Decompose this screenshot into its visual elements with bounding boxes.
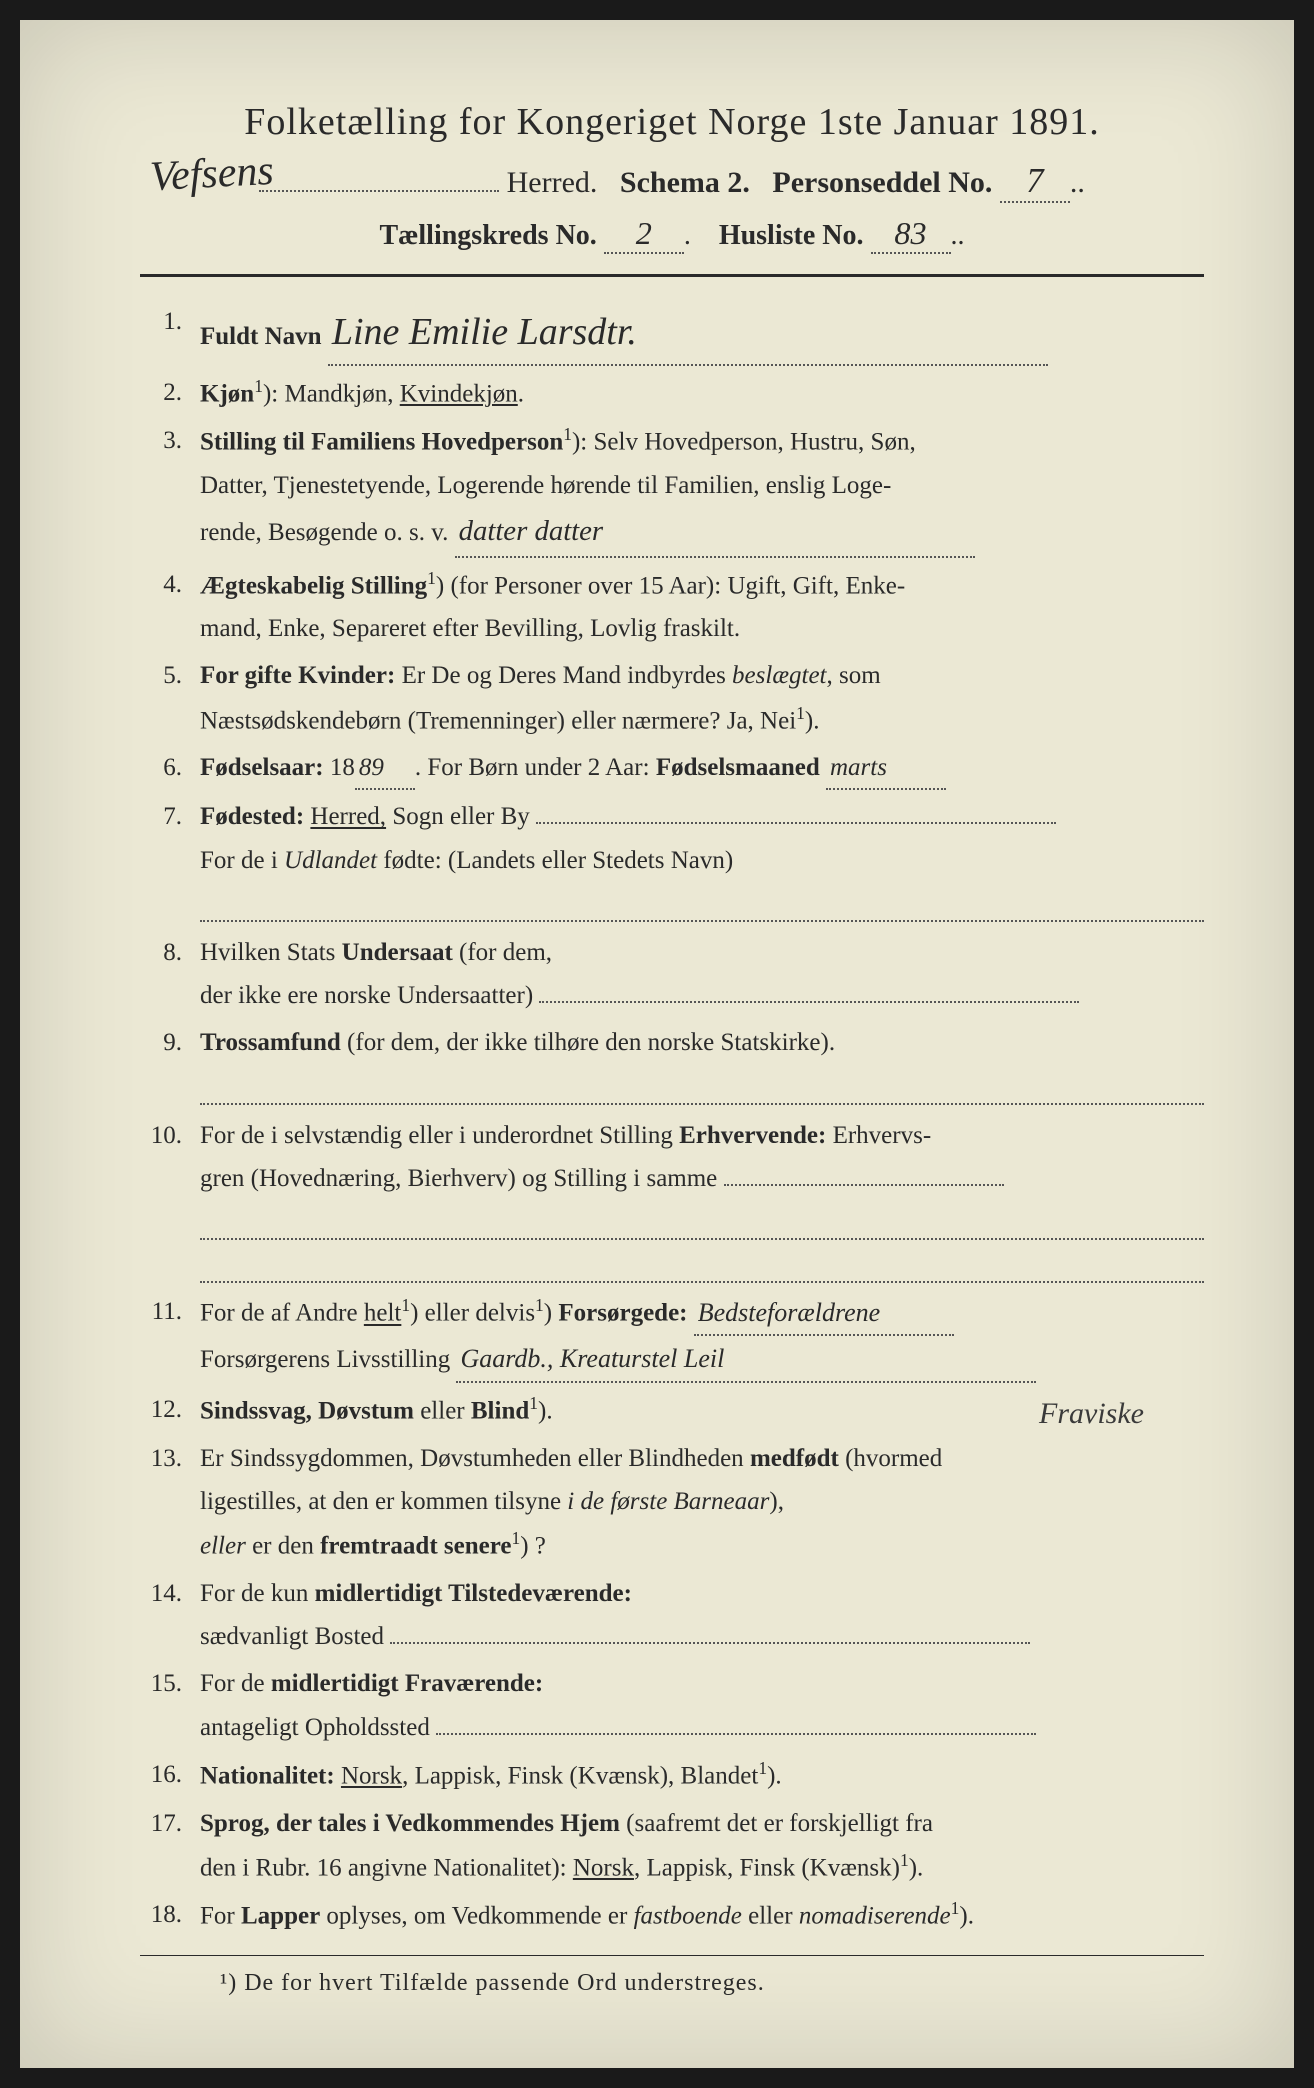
header-line-2: Tællingskreds No. 2. Husliste No. 83.. (140, 215, 1204, 254)
item-10-cont: gren (Hovednæring, Bierhverv) og Stillin… (140, 1158, 1204, 1199)
item-5-cont: Næstsødskendebørn (Tremenninger) eller n… (140, 699, 1204, 742)
item-1: 1. Fuldt Navn Line Emilie Larsdtr. (140, 301, 1204, 366)
item-8: 8. Hvilken Stats Undersaat (for dem, (140, 932, 1204, 973)
tk-label: Tællingskreds No. (379, 220, 596, 251)
item-11-cont: Forsørgerens Livsstilling Gaardb., Kreat… (140, 1338, 1204, 1383)
birth-year: 89 (355, 754, 388, 781)
item-12: 12. Sindssvag, Døvstum eller Blind1). Fr… (140, 1389, 1204, 1432)
item-7-cont: For de i Udlandet fødte: (Landets eller … (140, 840, 1204, 881)
personseddel-no: 7 (1022, 162, 1047, 200)
item-3-cont2: rende, Besøgende o. s. v. datter datter (140, 508, 1204, 557)
nationality-underlined: Norsk (341, 1762, 402, 1789)
personseddel-label: Personseddel No. (772, 166, 992, 199)
item-10-dotline1 (200, 1205, 1204, 1240)
form-items: 1. Fuldt Navn Line Emilie Larsdtr. 2. Kj… (140, 301, 1204, 1937)
birth-month: marts (826, 754, 891, 781)
sex-underlined: Kvindekjøn (400, 380, 518, 407)
relation-value: datter datter (455, 515, 608, 547)
herred-label: Herred. (507, 166, 598, 199)
item-14-cont: sædvanligt Bosted (140, 1616, 1204, 1657)
schema-label: Schema 2. (620, 166, 750, 199)
item-9-dotline (200, 1070, 1204, 1105)
header-divider (140, 274, 1204, 277)
form-title: Folketælling for Kongeriget Norge 1ste J… (140, 100, 1204, 144)
birthplace-underlined: Herred, (310, 803, 386, 830)
supporter-occupation: Gaardb., Kreaturstel Leil (456, 1344, 728, 1373)
item-17-cont: den i Rubr. 16 angivne Nationalitet): No… (140, 1846, 1204, 1889)
item-15: 15. For de midlertidigt Fraværende: (140, 1663, 1204, 1704)
hl-label: Husliste No. (719, 220, 864, 251)
item-9: 9. Trossamfund (for dem, der ikke tilhør… (140, 1022, 1204, 1063)
item-13-cont1: ligestilles, at den er kommen tilsyne i … (140, 1481, 1204, 1522)
item-8-cont: der ikke ere norske Undersaatter) (140, 975, 1204, 1016)
item-7: 7. Fødested: Herred, Sogn eller By (140, 796, 1204, 837)
language-underlined: Norsk (573, 1854, 634, 1881)
footnote: ¹) De for hvert Tilfælde passende Ord un… (140, 1970, 1204, 1997)
item-13: 13. Er Sindssygdommen, Døvstumheden elle… (140, 1438, 1204, 1479)
tk-no: 2 (632, 215, 656, 251)
item-2: 2. Kjøn1): Mandkjøn, Kvindekjøn. (140, 372, 1204, 415)
item-15-cont: antageligt Opholdssted (140, 1707, 1204, 1748)
item-10: 10. For de i selvstændig eller i underor… (140, 1115, 1204, 1156)
item-6: 6. Fødselsaar: 1889. For Børn under 2 Aa… (140, 747, 1204, 790)
item-12-note: Fraviske (1039, 1389, 1144, 1439)
census-form-page: Folketælling for Kongeriget Norge 1ste J… (20, 20, 1294, 2068)
item-18: 18. For Lapper oplyses, om Vedkommende e… (140, 1894, 1204, 1937)
item-16: 16. Nationalitet: Norsk, Lappisk, Finsk … (140, 1754, 1204, 1797)
header-line-1: Herred. Schema 2. Personseddel No. 7.. (140, 162, 1204, 203)
item-5: 5. For gifte Kvinder: Er De og Deres Man… (140, 655, 1204, 696)
item-4-cont: mand, Enke, Separeret efter Bevilling, L… (140, 608, 1204, 649)
item-13-cont2: eller er den fremtraadt senere1) ? (140, 1524, 1204, 1567)
item-10-dotline2 (200, 1248, 1204, 1283)
hl-no: 83 (890, 215, 930, 251)
item-3: 3. Stilling til Familiens Hovedperson1):… (140, 420, 1204, 463)
footer-divider (140, 1955, 1204, 1956)
item-3-cont1: Datter, Tjenestetyende, Logerende hørend… (140, 465, 1204, 506)
name-value: Line Emilie Larsdtr. (328, 311, 641, 353)
item-11: 11. For de af Andre helt1) eller delvis1… (140, 1291, 1204, 1336)
supported-by-value: Bedsteforældrene (694, 1298, 884, 1327)
item-14: 14. For de kun midlertidigt Tilstedevære… (140, 1573, 1204, 1614)
item-4: 4. Ægteskabelig Stilling1) (for Personer… (140, 564, 1204, 607)
item-17: 17. Sprog, der tales i Vedkommendes Hjem… (140, 1803, 1204, 1844)
item-7-dotline (200, 887, 1204, 922)
